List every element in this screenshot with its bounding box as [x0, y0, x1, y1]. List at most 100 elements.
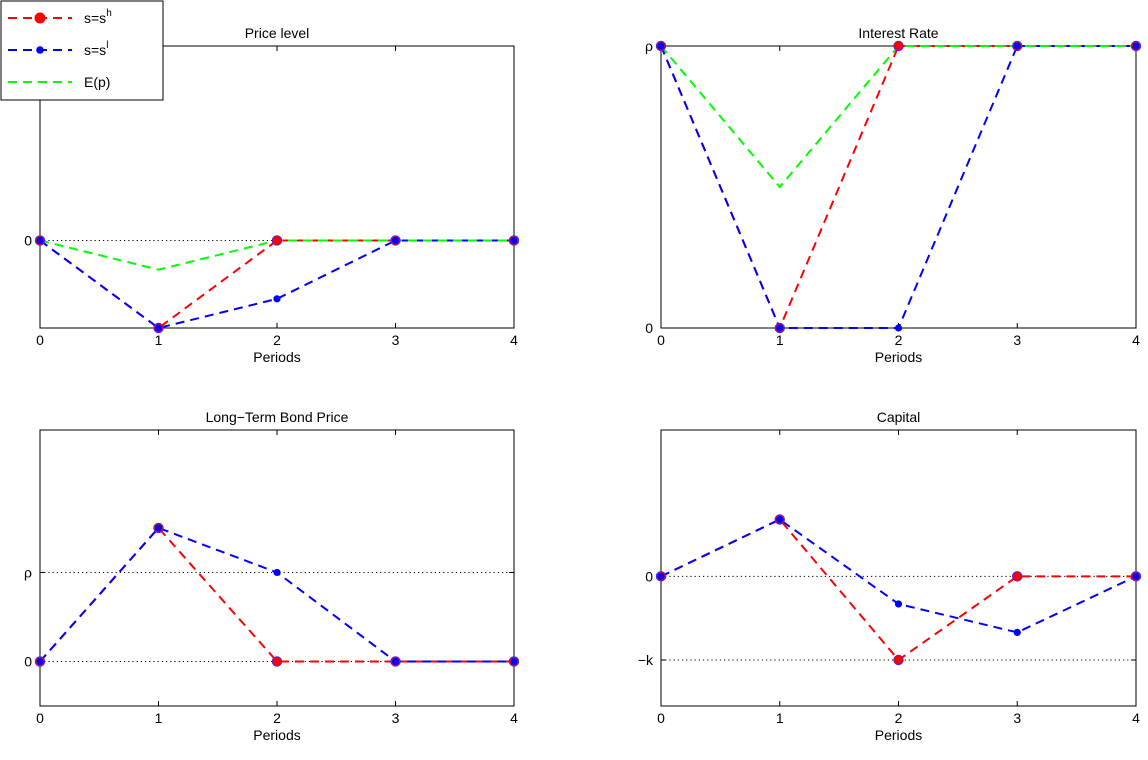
data-point-l: [657, 42, 665, 50]
data-point-l: [1013, 628, 1021, 637]
data-point-ring: [893, 654, 904, 666]
data-point-l: [36, 657, 44, 666]
x-tick-label: 2: [895, 332, 903, 348]
x-tick-label: 1: [776, 710, 784, 726]
data-point-h: [893, 655, 904, 665]
data-point-l: [391, 236, 400, 245]
chart-title: Interest Rate: [858, 25, 938, 41]
data-point-ring: [271, 656, 283, 667]
y-tick-label: −k: [638, 652, 654, 668]
x-axis-label: Periods: [253, 727, 300, 743]
x-tick-label: 4: [1132, 332, 1140, 348]
x-tick-label: 1: [155, 332, 163, 348]
y-tick-label: 0: [24, 653, 32, 669]
data-point-h: [893, 41, 904, 51]
y-tick-label: 0: [645, 568, 653, 584]
data-point-ring: [774, 514, 785, 525]
x-tick-label: 1: [776, 332, 784, 348]
data-point-l: [1132, 572, 1140, 580]
x-tick-label: 0: [36, 332, 44, 348]
series-line-l: [660, 45, 1136, 329]
data-point-l: [510, 657, 518, 666]
data-point-l: [657, 572, 665, 580]
legend-marker: [34, 12, 46, 24]
chart-title: Long−Term Bond Price: [206, 409, 349, 425]
chart-panel-2: 0 1 2 3 4 0 ρ Long−Term Bond Price Periods: [24, 409, 520, 743]
data-point-ring: [1130, 40, 1142, 52]
x-tick-label: 4: [510, 710, 518, 726]
x-tick-label: 4: [510, 332, 518, 348]
x-axis-label: Periods: [875, 349, 922, 365]
legend-label: s=sh: [84, 8, 112, 26]
chart-title: Capital: [877, 409, 921, 425]
x-tick-label: 2: [895, 710, 903, 726]
data-point-h: [272, 235, 282, 246]
chart-panel-1: 0 1 2 3 4 0 ρ Interest Rate Periods: [645, 25, 1142, 365]
data-point-ring: [153, 522, 164, 534]
data-point-l: [1013, 42, 1021, 50]
data-point-l: [154, 524, 163, 532]
x-tick-label: 0: [657, 710, 665, 726]
data-point-ring: [34, 235, 46, 246]
data-point-h: [272, 656, 282, 667]
y-tick-label: 0: [24, 232, 32, 248]
data-point-l: [894, 600, 903, 608]
data-point-l: [776, 515, 784, 524]
chart-panel-3: 0 1 2 3 4 0 −k Capital Periods: [638, 409, 1142, 743]
legend-label: E(p): [84, 74, 110, 90]
data-point-ring: [34, 656, 46, 667]
data-point-ring: [774, 322, 785, 334]
data-point-ring: [893, 40, 904, 52]
y-tick-label: ρ: [24, 564, 32, 580]
y-tick-label: ρ: [645, 38, 653, 54]
data-point-l: [36, 236, 44, 245]
series-line-h: [660, 45, 1136, 331]
legend-marker: [36, 46, 44, 54]
legend-label-sup: l: [106, 40, 108, 51]
data-point-l: [391, 657, 400, 666]
data-point-l: [510, 236, 518, 245]
x-axis-label: Periods: [253, 349, 300, 365]
data-point-l: [776, 324, 784, 332]
legend-item: s=sl: [8, 40, 108, 58]
y-tick-label: 0: [645, 320, 653, 336]
data-point-ring: [390, 656, 401, 667]
data-point-l: [894, 324, 903, 332]
data-point-ring: [1130, 571, 1142, 582]
x-tick-label: 3: [392, 710, 400, 726]
x-tick-label: 2: [273, 710, 281, 726]
data-point-l: [273, 568, 281, 577]
data-point-h: [1012, 571, 1023, 582]
data-point-l: [1132, 42, 1140, 50]
x-tick-label: 3: [1013, 332, 1021, 348]
data-point-ring: [508, 235, 520, 246]
series-line-e: [660, 45, 1136, 189]
series-line-l: [39, 526, 514, 663]
series-line-h: [660, 518, 1136, 662]
series-line-h: [39, 526, 514, 663]
axes-frame: [660, 45, 1137, 329]
legend: s=sh s=sl E(p): [0, 0, 164, 101]
x-tick-label: 4: [1132, 710, 1140, 726]
data-point-ring: [655, 571, 667, 582]
data-point-ring: [1012, 571, 1023, 582]
x-tick-label: 3: [392, 332, 400, 348]
legend-item: s=sh: [8, 8, 112, 26]
data-point-ring: [655, 40, 667, 52]
data-point-l: [273, 295, 281, 303]
x-tick-label: 0: [657, 332, 665, 348]
data-point-ring: [1012, 40, 1023, 52]
panels: 0 1 2 3 4 0 ρ Price level Periods 0 1 2 3 4 0 ρ Interest…: [24, 25, 1142, 743]
x-tick-label: 0: [36, 710, 44, 726]
series-line-l: [39, 239, 514, 330]
legend-label-sup: h: [106, 8, 112, 19]
x-tick-label: 3: [1013, 710, 1021, 726]
chart-title: Price level: [245, 25, 310, 41]
x-tick-label: 2: [273, 332, 281, 348]
data-point-ring: [508, 656, 520, 667]
data-point-l: [154, 324, 163, 332]
x-axis-label: Periods: [875, 727, 922, 743]
legend-label: s=sl: [84, 40, 108, 58]
legend-item: E(p): [8, 74, 110, 90]
